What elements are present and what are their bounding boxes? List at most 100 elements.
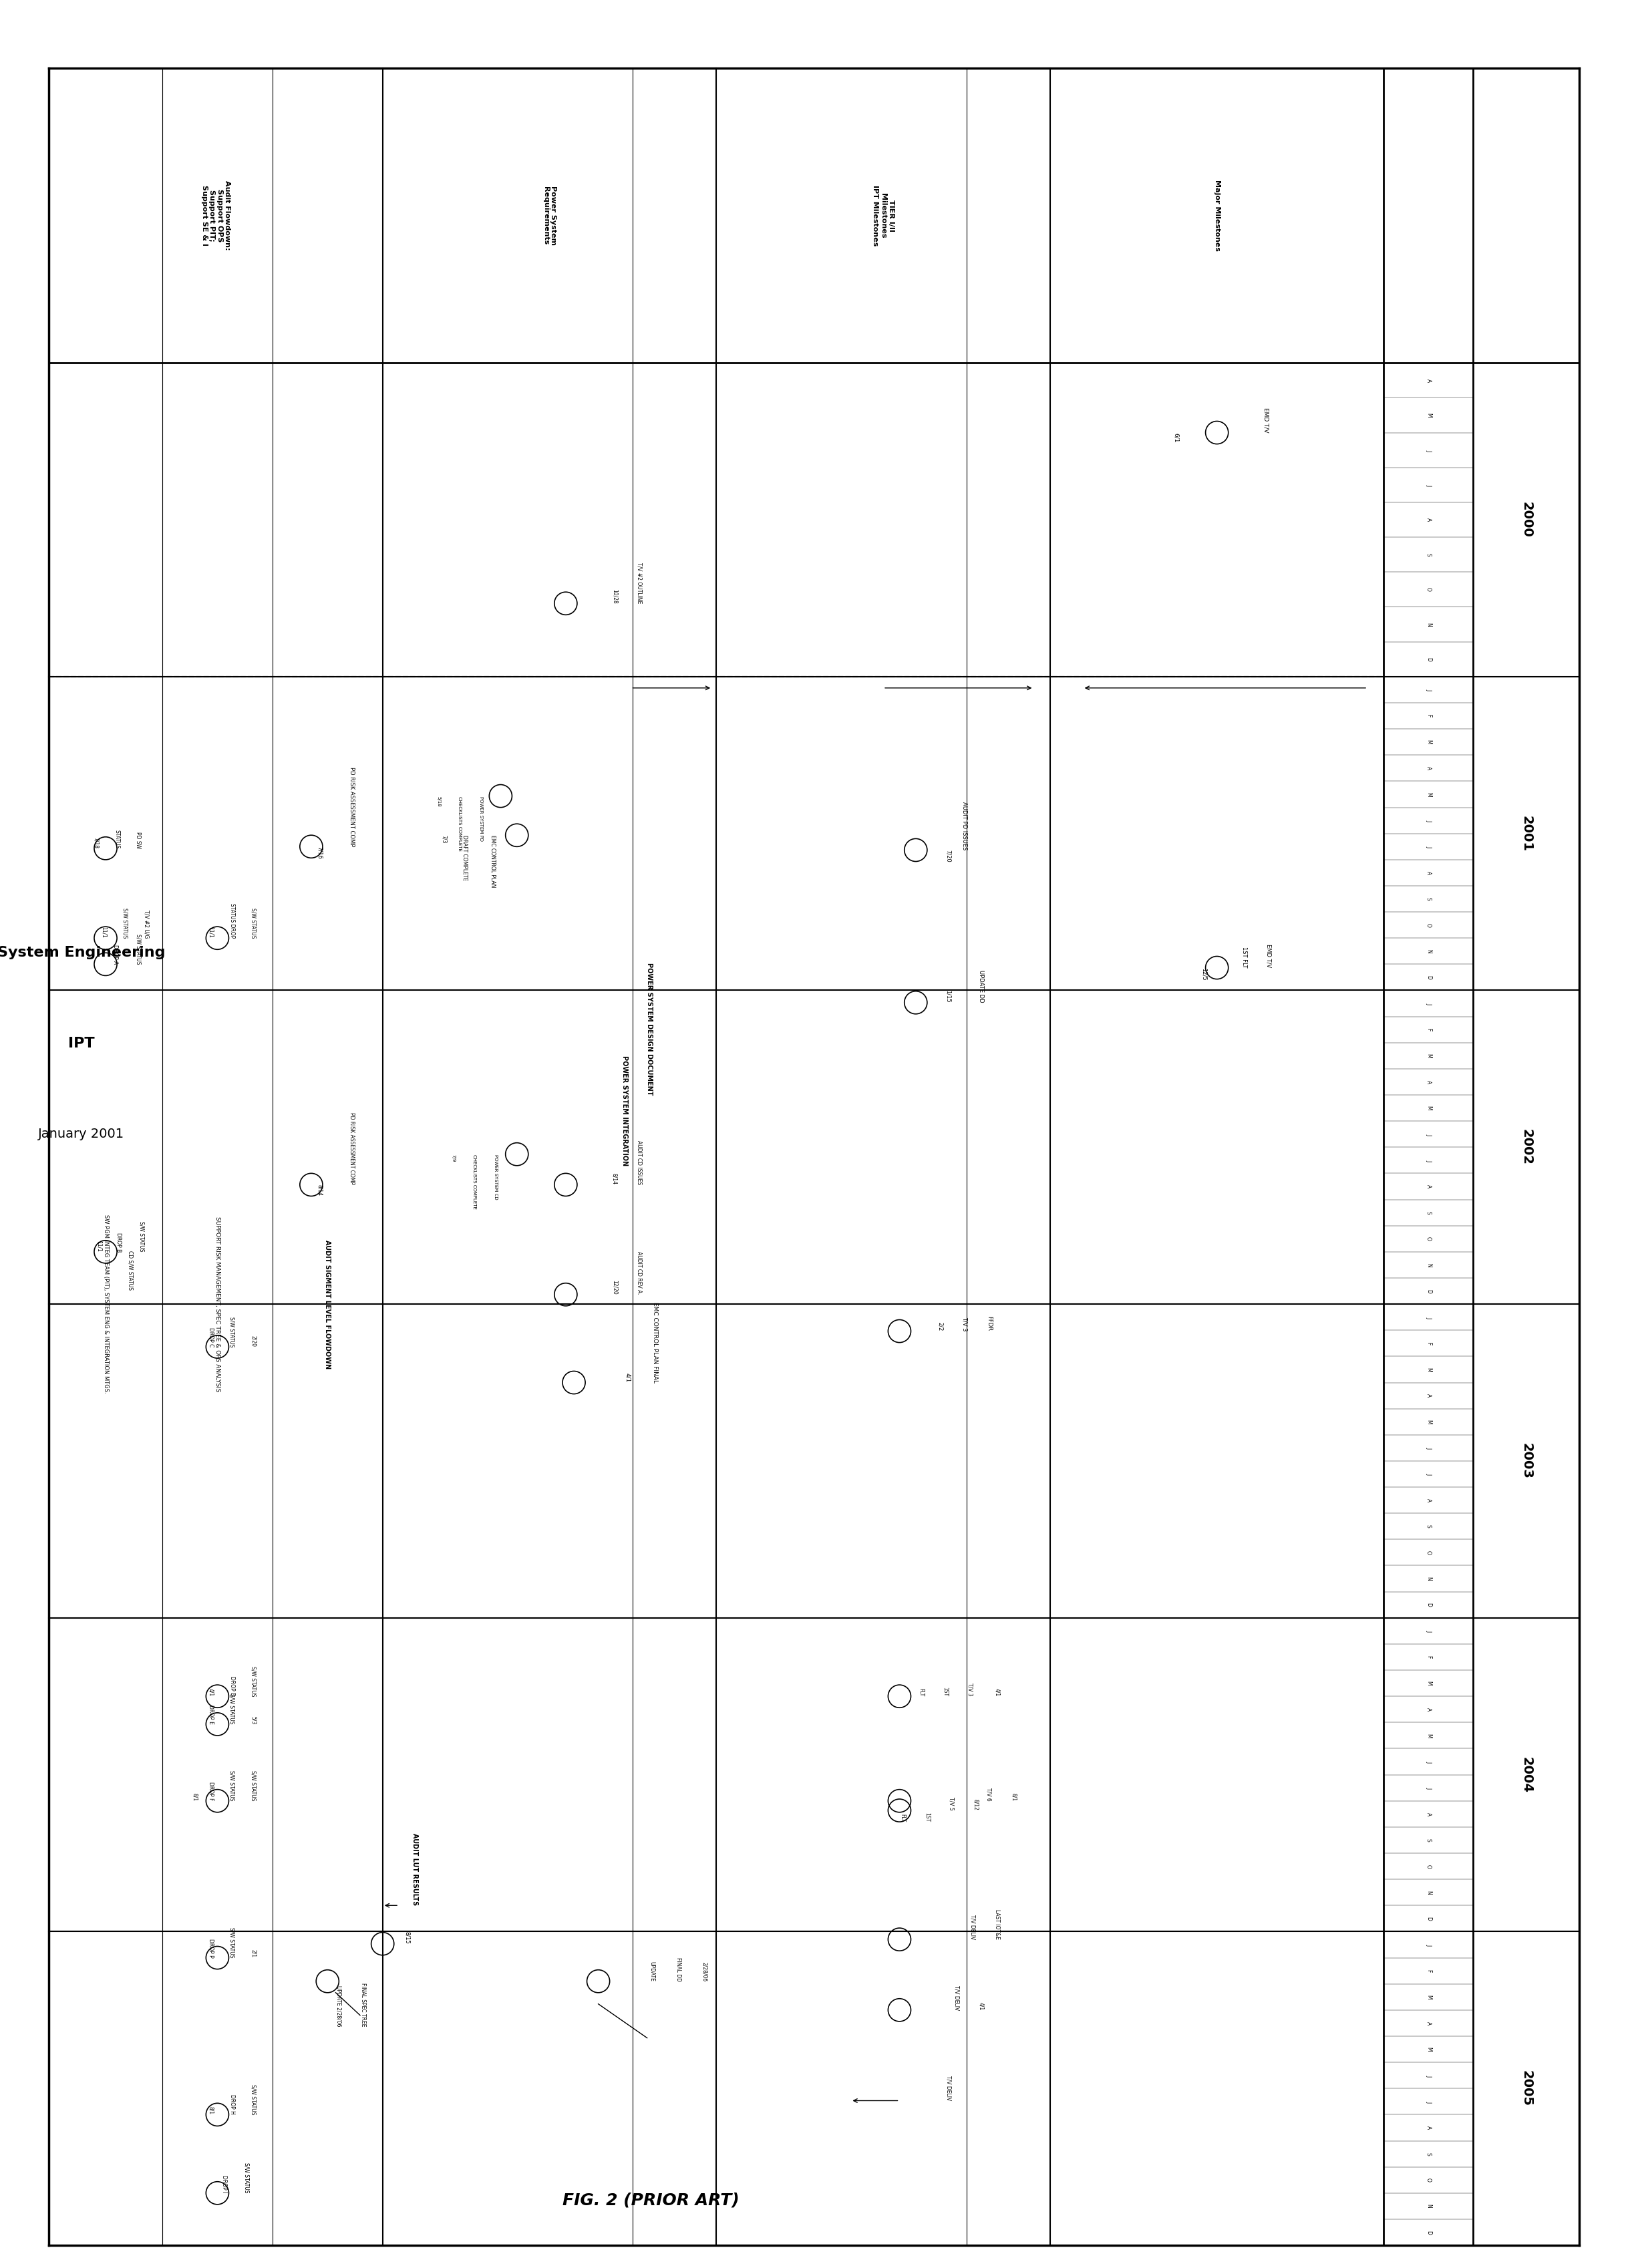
Text: FIG. 2 (PRIOR ART): FIG. 2 (PRIOR ART) bbox=[563, 2191, 739, 2209]
Text: T/V DELIV: T/V DELIV bbox=[970, 1914, 975, 1939]
Text: S: S bbox=[1426, 553, 1431, 556]
Text: TIER I/II
Milestones
IPT Milestones: TIER I/II Milestones IPT Milestones bbox=[873, 186, 894, 245]
Text: A: A bbox=[1426, 517, 1431, 522]
Text: DRAFT COMPLETE: DRAFT COMPLETE bbox=[462, 835, 467, 880]
Text: D: D bbox=[1426, 658, 1431, 662]
Text: S/W STATUS: S/W STATUS bbox=[251, 1771, 256, 1801]
Text: N: N bbox=[1426, 950, 1431, 953]
Text: S: S bbox=[1426, 1211, 1431, 1213]
Text: M: M bbox=[1426, 1733, 1431, 1737]
Text: T/V 5: T/V 5 bbox=[947, 1796, 954, 1810]
Text: 10/28: 10/28 bbox=[612, 590, 617, 603]
Text: FINAL SPEC TREE: FINAL SPEC TREE bbox=[360, 1982, 366, 2028]
Text: 2000: 2000 bbox=[1521, 501, 1532, 538]
Text: UPDATE DD: UPDATE DD bbox=[978, 971, 983, 1002]
Text: N: N bbox=[1426, 1576, 1431, 1581]
Text: S: S bbox=[1426, 1524, 1431, 1529]
Text: DROP E: DROP E bbox=[208, 1706, 213, 1724]
Text: O: O bbox=[1426, 1551, 1431, 1554]
Text: 8/12: 8/12 bbox=[974, 1799, 978, 1810]
Text: 2005: 2005 bbox=[1521, 2071, 1532, 2107]
Text: S/W STATUS: S/W STATUS bbox=[251, 907, 256, 939]
Text: T/V DELIV: T/V DELIV bbox=[946, 2075, 951, 2100]
Text: 4/1: 4/1 bbox=[208, 1687, 213, 1696]
Text: DROP F: DROP F bbox=[208, 1783, 213, 1801]
Text: N: N bbox=[1426, 1892, 1431, 1894]
Text: SW PGM INTEG TEAM (PIT), SYSTEM ENG & INTEGRATION MTGS.: SW PGM INTEG TEAM (PIT), SYSTEM ENG & IN… bbox=[103, 1216, 109, 1393]
Text: 2/2: 2/2 bbox=[938, 1322, 943, 1331]
Text: F: F bbox=[1426, 1343, 1431, 1345]
Text: 11/1: 11/1 bbox=[101, 928, 107, 939]
Text: M: M bbox=[1426, 792, 1431, 796]
Text: Major Milestones: Major Milestones bbox=[1213, 179, 1221, 252]
Text: 1ST: 1ST bbox=[943, 1687, 947, 1696]
Text: 7/20: 7/20 bbox=[946, 850, 951, 862]
Text: 4/1: 4/1 bbox=[625, 1372, 630, 1383]
Text: N: N bbox=[1426, 1263, 1431, 1268]
Text: M: M bbox=[1426, 1368, 1431, 1372]
Text: AUDIT SIGMENT LEVEL FLOWDOWN: AUDIT SIGMENT LEVEL FLOWDOWN bbox=[324, 1241, 330, 1368]
Text: T/V 3: T/V 3 bbox=[962, 1318, 967, 1331]
Text: D: D bbox=[1426, 1603, 1431, 1606]
Text: M: M bbox=[1426, 1420, 1431, 1424]
Text: CHECKLISTS COMPLETE: CHECKLISTS COMPLETE bbox=[457, 796, 462, 850]
Text: O: O bbox=[1426, 923, 1431, 928]
Text: 1ST: 1ST bbox=[925, 1812, 930, 1821]
Text: POWER SYSTEM PD: POWER SYSTEM PD bbox=[479, 796, 484, 841]
Text: N: N bbox=[1426, 621, 1431, 626]
Text: 2/1: 2/1 bbox=[251, 1950, 256, 1957]
Text: POWER SYSTEM INTEGRATION: POWER SYSTEM INTEGRATION bbox=[622, 1055, 628, 1166]
Text: 2001: 2001 bbox=[1521, 816, 1532, 850]
Text: PD SW: PD SW bbox=[135, 832, 142, 848]
Text: T/V #2 OUTLINE: T/V #2 OUTLINE bbox=[637, 562, 641, 603]
Text: O: O bbox=[1426, 587, 1431, 592]
Text: POWER SYSTEM CD: POWER SYSTEM CD bbox=[493, 1154, 498, 1200]
Text: DROP P: DROP P bbox=[208, 1939, 213, 1957]
Text: January 2001: January 2001 bbox=[39, 1127, 124, 1141]
Text: D: D bbox=[1426, 2229, 1431, 2234]
Text: 5/18: 5/18 bbox=[436, 796, 441, 807]
Text: PD RISK ASSESSMENT COMP: PD RISK ASSESSMENT COMP bbox=[348, 1114, 355, 1184]
Text: Power System
Requirements: Power System Requirements bbox=[542, 186, 557, 245]
Text: 12/5: 12/5 bbox=[1201, 968, 1206, 980]
Text: A: A bbox=[1426, 1812, 1431, 1817]
Text: A: A bbox=[1426, 2021, 1431, 2025]
Text: System Engineering: System Engineering bbox=[0, 946, 166, 959]
Text: DROP A: DROP A bbox=[112, 943, 119, 964]
Text: AUDIT CD ISSUES: AUDIT CD ISSUES bbox=[637, 1141, 641, 1184]
Text: A: A bbox=[1426, 871, 1431, 875]
Text: T/V 6: T/V 6 bbox=[987, 1787, 991, 1801]
Text: AUDIT CD REV A.: AUDIT CD REV A. bbox=[637, 1252, 641, 1295]
Text: M: M bbox=[1426, 739, 1431, 744]
Text: 4/1: 4/1 bbox=[995, 1687, 1000, 1696]
Text: O: O bbox=[1426, 1864, 1431, 1869]
Text: 5/3: 5/3 bbox=[251, 1717, 256, 1724]
Text: M: M bbox=[1426, 413, 1431, 417]
Text: 8/14: 8/14 bbox=[316, 1184, 322, 1195]
Text: 11/1: 11/1 bbox=[208, 928, 213, 939]
Text: 2/28/06: 2/28/06 bbox=[702, 1962, 707, 1982]
Text: Audit Flowdown:
Support OPS
Support PIT;
Support SE & I: Audit Flowdown: Support OPS Support PIT;… bbox=[200, 181, 231, 249]
Text: 11/1: 11/1 bbox=[96, 1241, 103, 1252]
Text: 2002: 2002 bbox=[1521, 1129, 1532, 1166]
Text: S/W STATUS: S/W STATUS bbox=[230, 1694, 234, 1724]
Text: T/V 3: T/V 3 bbox=[967, 1683, 974, 1696]
Text: CD S/W STATUS: CD S/W STATUS bbox=[127, 1250, 133, 1290]
Text: STATUS DROP: STATUS DROP bbox=[230, 903, 234, 939]
Text: N: N bbox=[1426, 2204, 1431, 2209]
Text: A: A bbox=[1426, 1499, 1431, 1501]
Text: 1ST FLT: 1ST FLT bbox=[1242, 946, 1247, 968]
Text: POWER SYSTEM DESIGN DOCUMENT: POWER SYSTEM DESIGN DOCUMENT bbox=[646, 962, 653, 1095]
Text: A: A bbox=[1426, 1708, 1431, 1710]
Text: S/W STATUS: S/W STATUS bbox=[230, 1315, 234, 1347]
Text: M: M bbox=[1426, 1996, 1431, 1998]
Text: S: S bbox=[1426, 1839, 1431, 1842]
Text: EMD T/V: EMD T/V bbox=[1267, 943, 1271, 968]
Text: S/W STATUS: S/W STATUS bbox=[122, 907, 129, 939]
Text: 8/1: 8/1 bbox=[208, 2107, 213, 2114]
Text: DROP C: DROP C bbox=[208, 1327, 213, 1347]
Text: 7/9: 7/9 bbox=[451, 1154, 456, 1161]
Text: M: M bbox=[1426, 1681, 1431, 1685]
Text: A: A bbox=[1426, 379, 1431, 381]
Text: 4/1: 4/1 bbox=[978, 2003, 983, 2009]
